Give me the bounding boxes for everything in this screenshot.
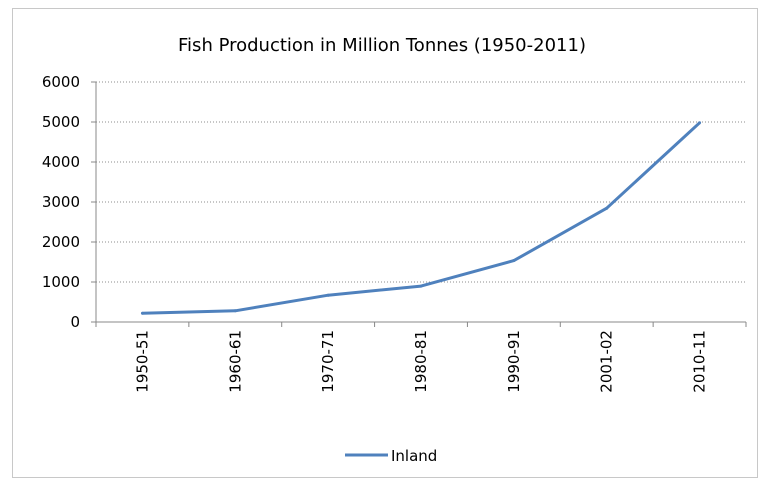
data-point-1990-91 [512, 259, 516, 263]
y-tick-label-4000: 4000 [42, 153, 80, 171]
data-point-1950-51 [140, 311, 144, 315]
y-tick-label-2000: 2000 [42, 233, 80, 251]
legend: Inland [345, 447, 437, 465]
data-point-2001-02 [605, 206, 609, 210]
y-tick-label-3000: 3000 [42, 193, 80, 211]
data-point-1970-71 [326, 293, 330, 297]
gridlines [96, 81, 746, 283]
x-tick-labels: 1950-51 1960-61 1970-71 1980-81 1990-91 2001-… [95, 322, 747, 393]
y-tick-label-0: 0 [70, 313, 80, 331]
data-point-1980-81 [419, 284, 423, 288]
series-lines [140, 121, 702, 315]
data-point-1960-61 [233, 309, 237, 313]
y-tick-label-6000: 6000 [42, 73, 80, 91]
x-tick-label-2001-02: 2001-02 [598, 330, 616, 393]
y-tick-label-1000: 1000 [42, 273, 80, 291]
chart-frame [12, 8, 758, 478]
x-tick-label-2010-11: 2010-11 [691, 330, 709, 393]
legend-label-inland: Inland [391, 447, 437, 465]
x-tick-label-1980-81: 1980-81 [412, 330, 430, 393]
x-tick-label-1970-71: 1970-71 [319, 330, 337, 393]
y-tick-label-5000: 5000 [42, 113, 80, 131]
chart-title: Fish Production in Million Tonnes (1950-… [178, 35, 586, 56]
x-tick-label-1990-91: 1990-91 [505, 330, 523, 393]
data-point-2010-11 [698, 121, 702, 125]
x-tick-label-1950-51: 1950-51 [133, 330, 151, 393]
x-tick-label-1960-61: 1960-61 [226, 330, 244, 393]
y-tick-labels: 0 1000 2000 3000 4000 5000 6000 [42, 73, 96, 331]
